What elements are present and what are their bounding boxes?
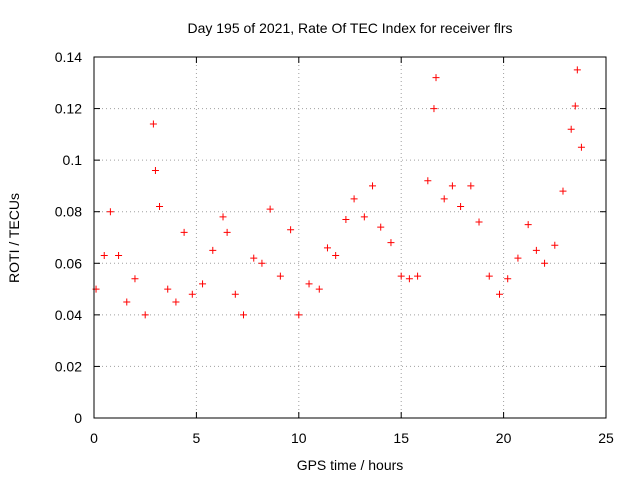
y-tick-label: 0 — [74, 410, 82, 426]
x-tick-label: 10 — [291, 430, 307, 446]
data-point — [524, 221, 532, 229]
data-point — [115, 252, 123, 260]
grid-lines — [94, 57, 606, 418]
x-tick-label: 25 — [598, 430, 614, 446]
y-tick-label: 0.02 — [55, 358, 82, 374]
data-point — [514, 254, 522, 262]
data-point — [295, 311, 303, 319]
data-point — [397, 272, 405, 280]
y-tick-label: 0.08 — [55, 204, 82, 220]
data-point — [387, 239, 395, 247]
data-point — [151, 166, 159, 174]
data-point — [287, 226, 295, 234]
data-point — [332, 252, 340, 260]
data-point — [199, 280, 207, 288]
data-point — [532, 246, 540, 254]
y-tick-label: 0.06 — [55, 255, 82, 271]
x-tick-label: 15 — [393, 430, 409, 446]
data-points — [92, 66, 585, 319]
data-point — [485, 272, 493, 280]
data-point — [315, 285, 323, 293]
data-point — [240, 311, 248, 319]
axis-ticks: 0 5 10 15 20 25 0 0.02 0.04 0.06 0.08 0.1 0.12 0.14 — [55, 49, 614, 446]
y-tick-label: 0.04 — [55, 307, 82, 323]
data-point — [360, 213, 368, 221]
data-point — [567, 125, 575, 133]
data-point — [577, 143, 585, 151]
y-axis-label: ROTI / TECUs — [6, 193, 22, 283]
data-point — [342, 215, 350, 223]
data-point — [250, 254, 258, 262]
data-point — [504, 275, 512, 283]
data-point — [541, 259, 549, 267]
data-point — [266, 205, 274, 213]
data-point — [231, 290, 239, 298]
data-point — [430, 105, 438, 113]
chart-title: Day 195 of 2021, Rate Of TEC Index for r… — [187, 20, 512, 36]
data-point — [172, 298, 180, 306]
data-point — [573, 66, 581, 74]
data-point — [141, 311, 149, 319]
data-point — [323, 244, 331, 252]
data-point — [467, 182, 475, 190]
data-point — [209, 246, 217, 254]
plot-frame — [93, 56, 607, 419]
data-point — [350, 195, 358, 203]
data-point — [551, 241, 559, 249]
x-axis-label: GPS time / hours — [297, 457, 404, 473]
data-point — [448, 182, 456, 190]
data-point — [405, 275, 413, 283]
data-point — [131, 275, 139, 283]
data-point — [432, 74, 440, 82]
data-point — [123, 298, 131, 306]
data-point — [180, 228, 188, 236]
data-point — [369, 182, 377, 190]
data-point — [276, 272, 284, 280]
data-point — [258, 259, 266, 267]
x-tick-label: 20 — [496, 430, 512, 446]
y-tick-label: 0.12 — [55, 101, 82, 117]
data-point — [219, 213, 227, 221]
data-point — [414, 272, 422, 280]
data-point — [377, 223, 385, 231]
y-tick-label: 0.1 — [63, 152, 83, 168]
data-point — [305, 280, 313, 288]
data-point — [164, 285, 172, 293]
data-point — [475, 218, 483, 226]
data-point — [571, 102, 579, 110]
data-point — [559, 187, 567, 195]
data-point — [100, 252, 108, 260]
data-point — [424, 177, 432, 185]
data-point — [457, 203, 465, 211]
data-point — [496, 290, 504, 298]
y-tick-label: 0.14 — [55, 49, 82, 65]
data-point — [440, 195, 448, 203]
data-point — [188, 290, 196, 298]
x-tick-label: 5 — [193, 430, 201, 446]
data-point — [223, 228, 231, 236]
x-tick-label: 0 — [90, 430, 98, 446]
data-point — [156, 203, 164, 211]
data-point — [106, 208, 114, 216]
data-point — [149, 120, 157, 128]
